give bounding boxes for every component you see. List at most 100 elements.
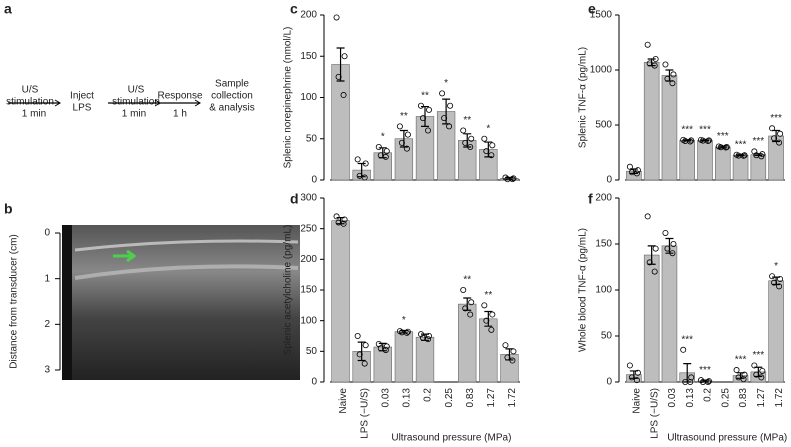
bar: [479, 318, 498, 383]
y-tick-label: 1: [44, 273, 50, 284]
data-point: [502, 342, 509, 349]
x-axis-label: Ultrasound pressure (MPa): [391, 433, 511, 444]
data-point: [468, 299, 475, 306]
y-axis-label: Splenic norepinephrine (nmol/L): [283, 27, 294, 169]
data-point: [341, 53, 348, 60]
y-tick-label: 1500: [590, 10, 613, 21]
panel-label: e: [588, 1, 596, 17]
bar: [331, 220, 350, 383]
data-point: [377, 345, 384, 352]
data-point: [424, 336, 431, 343]
y-tick-label: 0: [311, 377, 317, 388]
y-tick-label: 100: [300, 92, 317, 103]
y-tick-label: 300: [300, 193, 317, 204]
data-point: [722, 144, 729, 151]
data-point: [733, 367, 740, 374]
y-tick-label: 0: [311, 175, 317, 186]
x-tick-label: 0.2: [703, 388, 714, 402]
error-bar: [701, 139, 709, 142]
data-point: [417, 102, 424, 109]
significance: ***: [752, 350, 764, 361]
significance: *: [774, 261, 778, 272]
x-tick-label: 0.83: [738, 388, 749, 408]
data-point: [669, 80, 676, 87]
significance: **: [484, 290, 492, 301]
error-bar: [736, 154, 745, 157]
data-point: [662, 61, 669, 68]
data-point: [462, 139, 469, 146]
x-tick-label: 1.27: [486, 388, 497, 408]
data-point: [651, 268, 658, 275]
data-point: [651, 62, 658, 69]
significance: **: [400, 111, 408, 122]
x-tick-label: 0.13: [685, 388, 696, 408]
panel-label: a: [4, 1, 12, 17]
step-label: Inject: [70, 91, 94, 102]
step-label: U/S: [22, 85, 39, 96]
data-point: [687, 378, 694, 385]
bar: [373, 346, 392, 383]
data-point: [740, 376, 747, 383]
significance: *: [381, 132, 385, 143]
data-point: [644, 41, 651, 48]
x-tick-label: 0.13: [402, 388, 413, 408]
tissue-layer: [74, 264, 299, 280]
data-point: [706, 378, 713, 385]
data-point: [705, 137, 712, 144]
data-point: [483, 317, 490, 324]
step-label: stimulation: [6, 97, 54, 108]
data-point: [509, 176, 516, 183]
data-point: [509, 357, 516, 364]
data-point: [398, 139, 405, 146]
bar: [661, 245, 678, 383]
error-bar: [629, 370, 638, 379]
data-point: [403, 329, 410, 336]
data-point: [362, 342, 369, 349]
data-point: [740, 152, 747, 159]
data-point: [335, 73, 342, 80]
error-bar: [357, 341, 366, 362]
data-point: [652, 245, 659, 252]
data-point: [467, 311, 474, 318]
y-tick-label: 50: [306, 346, 318, 357]
data-point: [375, 143, 382, 150]
data-point: [354, 156, 361, 163]
ultrasound-image: [62, 225, 300, 380]
data-point: [753, 371, 760, 378]
data-point: [735, 374, 742, 381]
data-point: [777, 275, 784, 282]
y-tick-label: 50: [601, 331, 613, 342]
data-point: [361, 360, 368, 367]
data-point: [664, 245, 671, 252]
significance: ***: [752, 136, 764, 147]
data-point: [488, 152, 495, 159]
arrow-head: [194, 99, 201, 107]
x-axis-label: Ultrasound pressure (MPa): [667, 433, 787, 444]
significance: **: [463, 115, 471, 126]
step-label: & analysis: [209, 103, 255, 114]
x-tick-label: 1.72: [774, 388, 785, 408]
data-point: [354, 332, 361, 339]
data-point: [510, 175, 517, 182]
significance: *: [444, 78, 448, 89]
data-point: [769, 273, 776, 280]
duration-label: 1 min: [22, 109, 46, 120]
significance: ***: [699, 365, 711, 376]
data-point: [441, 115, 448, 122]
data-point: [680, 346, 687, 353]
x-tick-label: LPS (−U/S): [359, 388, 370, 439]
bar: [768, 280, 784, 383]
y-axis-label: Splenic TNF-α (pg/mL): [578, 47, 589, 148]
step-label: collection: [211, 91, 253, 102]
data-point: [628, 374, 635, 381]
panel-label: f: [588, 191, 593, 207]
panel-label: d: [290, 191, 299, 207]
significance: ***: [717, 131, 729, 142]
data-point: [446, 123, 453, 130]
duration-label: 1 h: [173, 109, 187, 120]
bar: [331, 64, 350, 181]
data-point: [776, 283, 783, 290]
y-tick-label: 3: [44, 365, 50, 376]
y-tick-label: 100: [300, 315, 317, 326]
data-point: [662, 229, 669, 236]
